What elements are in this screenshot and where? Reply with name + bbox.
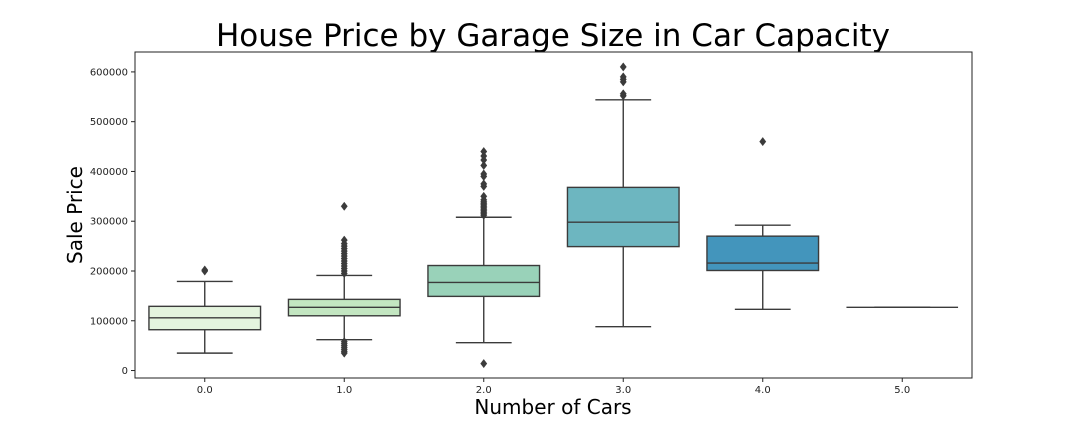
box-2 — [427, 264, 541, 298]
y-tick-label: 0 — [122, 366, 128, 377]
y-tick-label: 300000 — [90, 217, 128, 228]
plot-area: 0 100000 200000 300000 400000 500000 600000 0.0… — [90, 51, 973, 396]
outlier-point — [480, 147, 488, 157]
outlier-point — [619, 72, 627, 82]
x-tick-label: 4.0 — [755, 385, 771, 396]
outlier-point — [480, 191, 488, 201]
outlier-point — [619, 89, 627, 99]
outlier-point — [340, 201, 348, 211]
x-tick-label: 3.0 — [615, 385, 631, 396]
outlier-point — [201, 265, 209, 275]
box-4 — [706, 235, 820, 272]
outlier-point — [480, 179, 488, 189]
outlier-point — [619, 62, 627, 72]
outlier-point — [340, 235, 348, 245]
y-tick-label: 200000 — [90, 266, 128, 277]
outlier-point — [759, 137, 767, 147]
x-axis-label: Number of Cars — [474, 395, 631, 419]
outlier-point — [480, 359, 488, 369]
outlier-point — [340, 348, 348, 358]
x-tick-label: 0.0 — [197, 385, 213, 396]
y-axis-label: Sale Price — [63, 166, 87, 264]
outlier-point — [480, 160, 488, 171]
y-tick-label: 500000 — [90, 117, 128, 128]
plot-frame — [134, 51, 973, 379]
x-tick-label: 1.0 — [336, 385, 352, 396]
y-tick-label: 100000 — [90, 316, 128, 327]
x-tick-label: 5.0 — [894, 385, 910, 396]
chart-title: House Price by Garage Size in Car Capaci… — [216, 18, 890, 54]
y-tick-label: 600000 — [90, 67, 128, 78]
outlier-point — [480, 169, 488, 179]
x-tick-label: 2.0 — [476, 385, 492, 396]
y-tick-label: 400000 — [90, 167, 128, 178]
box-3 — [566, 186, 680, 248]
